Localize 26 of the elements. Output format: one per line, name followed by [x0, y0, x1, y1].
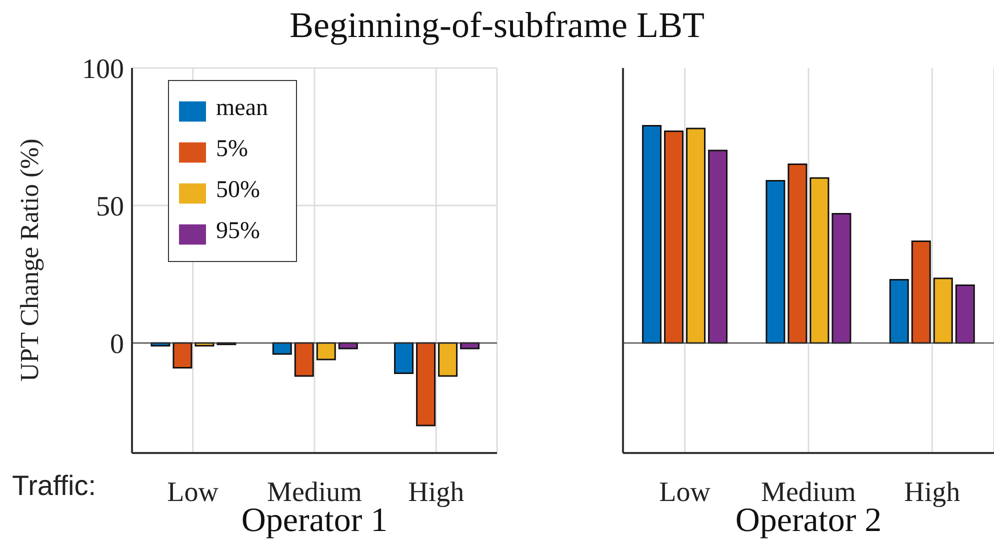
bar [686, 128, 706, 344]
bar [788, 164, 808, 344]
chart-title: Beginning-of-subframe LBT [288, 4, 706, 46]
bar [708, 150, 728, 344]
text: Traffic: [12, 470, 96, 502]
legend-label: 50% [216, 177, 260, 203]
bar [810, 177, 830, 344]
legend-label: 5% [216, 136, 248, 162]
bar [642, 125, 662, 344]
x-tick-label: High [904, 476, 960, 508]
bar [832, 213, 852, 344]
bar [933, 278, 953, 344]
x-tick-label: High [408, 476, 464, 508]
bar [664, 130, 684, 344]
x-tick-label: Low [659, 476, 712, 508]
y-tick-label: 100 [82, 54, 124, 85]
legend-label: 95% [216, 218, 260, 244]
bar [766, 180, 786, 344]
y-tick-label: 50 [96, 191, 124, 222]
bar [955, 284, 975, 344]
bar [889, 279, 909, 344]
legend-label: mean [216, 95, 268, 121]
y-tick-label: 0 [110, 328, 124, 360]
x-tick-label: Low [167, 476, 220, 508]
y-axis-title: UPT Change Ratio (%) [15, 138, 45, 382]
bar [911, 240, 931, 344]
